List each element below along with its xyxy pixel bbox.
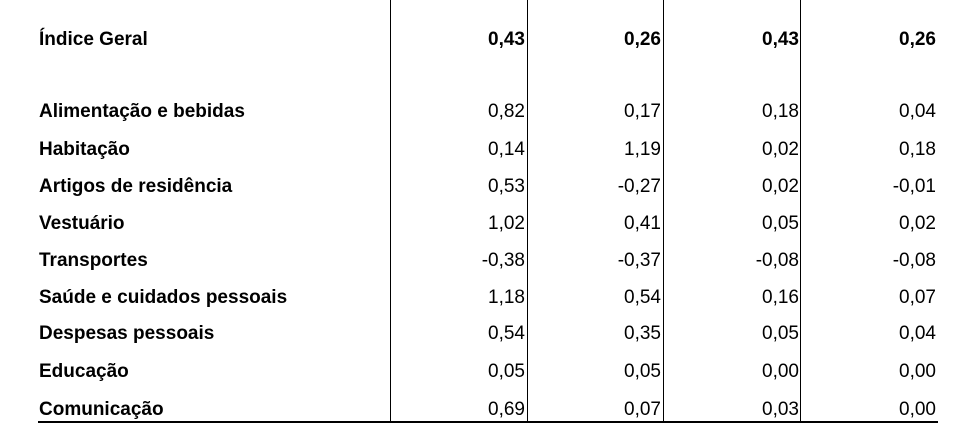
- cell-value: 0,05: [762, 213, 799, 234]
- row-label: Artigos de residência: [39, 176, 233, 197]
- cell-value: 0,54: [488, 323, 525, 344]
- cell-value: 0,53: [488, 176, 525, 197]
- cell-value: 0,07: [899, 287, 936, 308]
- cell-value: 0,05: [488, 361, 525, 382]
- cell-value: 0,02: [762, 176, 799, 197]
- cell-value: 0,00: [899, 361, 936, 382]
- cell-value: 0,18: [762, 101, 799, 122]
- cell-value: 1,18: [488, 287, 525, 308]
- cell-value: 0,00: [762, 361, 799, 382]
- row-label: Índice Geral: [39, 29, 148, 50]
- row-label: Educação: [39, 361, 129, 382]
- row-label: Saúde e cuidados pessoais: [39, 287, 288, 308]
- cell-value: 0,14: [488, 139, 525, 160]
- column-divider: [527, 0, 528, 422]
- row-label: Vestuário: [39, 213, 125, 234]
- cell-value: 0,82: [488, 101, 525, 122]
- column-divider: [390, 0, 391, 422]
- cell-value: 0,18: [899, 139, 936, 160]
- cell-value: 0,69: [488, 399, 525, 420]
- cell-value: 1,19: [624, 139, 661, 160]
- cell-value: 0,04: [899, 101, 936, 122]
- cell-value: 0,26: [899, 29, 936, 50]
- row-label: Despesas pessoais: [39, 323, 215, 344]
- cell-value: -0,08: [892, 250, 936, 271]
- cell-value: 1,02: [488, 213, 525, 234]
- cell-value: 0,35: [624, 323, 661, 344]
- column-divider: [800, 0, 801, 422]
- row-label: Transportes: [39, 250, 148, 271]
- column-divider: [663, 0, 664, 422]
- row-label: Alimentação e bebidas: [39, 101, 245, 122]
- row-label: Comunicação: [39, 399, 164, 420]
- cell-value: -0,37: [617, 250, 661, 271]
- cell-value: 0,02: [899, 213, 936, 234]
- cell-value: 0,02: [762, 139, 799, 160]
- cell-value: -0,08: [755, 250, 799, 271]
- row-label: Habitação: [39, 139, 130, 160]
- cell-value: 0,16: [762, 287, 799, 308]
- cell-value: 0,43: [762, 29, 799, 50]
- cell-value: 0,26: [624, 29, 661, 50]
- cell-value: 0,00: [899, 399, 936, 420]
- cell-value: -0,38: [481, 250, 525, 271]
- cell-value: 0,54: [624, 287, 661, 308]
- cell-value: 0,41: [624, 213, 661, 234]
- cell-value: 0,05: [762, 323, 799, 344]
- cell-value: 0,07: [624, 399, 661, 420]
- cell-value: 0,17: [624, 101, 661, 122]
- cell-value: -0,27: [617, 176, 661, 197]
- cell-value: 0,03: [762, 399, 799, 420]
- cell-value: -0,01: [892, 176, 936, 197]
- cell-value: 0,04: [899, 323, 936, 344]
- cell-value: 0,05: [624, 361, 661, 382]
- cell-value: 0,43: [488, 29, 525, 50]
- bottom-rule: [38, 421, 938, 423]
